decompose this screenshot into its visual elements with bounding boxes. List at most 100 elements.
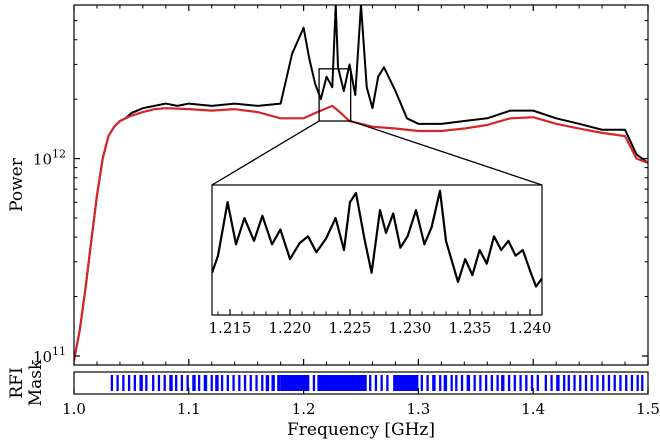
rfi-mask-bar <box>563 375 566 391</box>
rfi-mask-bar <box>249 375 252 391</box>
rfi-mask-bar <box>641 375 644 391</box>
rfi-mask-bar <box>513 375 516 391</box>
inset-frame <box>211 184 543 316</box>
x-axis-ticks: 1.0 1.1 1.2 1.3 1.4 1.5 <box>62 388 660 418</box>
x-tick-label: 1.4 <box>521 400 545 418</box>
series-line-red <box>74 104 648 361</box>
inset-x-tick-label: 1.240 <box>509 319 552 337</box>
x-tick-label: 1.0 <box>62 400 86 418</box>
rfi-mask-bar <box>630 375 634 391</box>
rfi-mask-bar <box>579 375 582 391</box>
rfi-mask-bar <box>312 375 316 391</box>
rfi-mask-bar <box>473 375 476 391</box>
rfi-mask-bar <box>426 375 429 391</box>
rfi-mask-bar <box>226 375 229 391</box>
rfi-mask-bar <box>220 375 224 391</box>
rfi-mask-bar <box>180 375 184 391</box>
rfi-mask-bar <box>380 375 383 391</box>
rfi-mask-frame <box>73 371 649 395</box>
rfi-mask-label-line1: RFI <box>7 367 27 398</box>
rfi-mask-bar <box>619 375 622 391</box>
rfi-mask-bar <box>277 375 281 391</box>
rfi-mask-bar <box>496 375 499 391</box>
rfi-mask-bar <box>530 375 534 391</box>
rfi-mask-bar <box>460 375 464 391</box>
inset-x-tick-label: 1.230 <box>389 319 432 337</box>
x-axis-label: Frequency [GHz] <box>287 420 435 440</box>
rfi-mask-bar <box>152 375 155 391</box>
rfi-mask-bar <box>280 375 310 391</box>
rfi-mask-bar <box>374 375 378 391</box>
rfi-mask-bar <box>169 375 173 391</box>
inset-series-layer <box>212 189 542 288</box>
x-tick-label: 1.1 <box>177 400 201 418</box>
rfi-mask-bar <box>133 375 136 391</box>
rfi-mask-bar <box>203 375 208 391</box>
rfi-mask-bar <box>175 375 178 391</box>
rfi-mask-bar <box>544 375 547 391</box>
rfi-mask-bar <box>386 375 389 391</box>
rfi-mask-bars <box>110 375 644 391</box>
main-plot-frame <box>73 4 649 366</box>
inset-background <box>212 185 542 315</box>
rfi-mask-panel: RFI Mask 1.0 1.1 1.2 1.3 1.4 1.5 Frequency [G… <box>7 359 660 440</box>
rfi-mask-bar <box>420 375 423 391</box>
main-series-layer <box>74 5 648 361</box>
rfi-mask-bar <box>602 375 605 391</box>
rfi-mask-bar <box>122 375 125 391</box>
rfi-mask-bar <box>192 375 196 391</box>
rfi-mask-bar <box>584 375 588 391</box>
y-tick-label: 1012 <box>33 148 66 169</box>
rfi-mask-bar <box>255 375 258 391</box>
rfi-mask-bar <box>613 375 616 391</box>
rfi-mask-bar <box>466 375 471 391</box>
rfi-mask-bar <box>625 375 628 391</box>
inset-x-tick-label: 1.220 <box>269 319 312 337</box>
zoom-box <box>318 68 352 122</box>
x-tick-label: 1.5 <box>636 400 660 418</box>
inset-series-line <box>212 189 542 288</box>
rfi-mask-bar <box>556 375 560 391</box>
zoom-indicator <box>211 68 543 186</box>
rfi-mask-bar <box>455 375 458 391</box>
inset-x-axis-ticks: 1.215 1.220 1.225 1.230 1.235 1.240 <box>209 309 552 337</box>
rfi-mask-bar <box>443 375 448 391</box>
rfi-mask-bar <box>243 375 247 391</box>
rfi-mask-bar <box>484 375 488 391</box>
rfi-mask-bar <box>197 375 201 391</box>
rfi-mask-bar <box>271 375 275 391</box>
main-plot: 1011 1012 Power <box>7 4 649 366</box>
x-tick-label: 1.3 <box>406 400 430 418</box>
rfi-mask-bar <box>265 375 270 391</box>
rfi-mask-bar <box>567 375 570 391</box>
rfi-mask-bar <box>127 375 131 391</box>
rfi-mask-bar <box>607 375 611 391</box>
zoom-connector-right <box>350 120 543 186</box>
inset-x-tick-label: 1.225 <box>329 319 372 337</box>
rfi-mask-bar <box>536 375 539 391</box>
rfi-mask-bar <box>519 375 522 391</box>
rfi-mask-bar <box>369 375 372 391</box>
rfi-mask-bar <box>432 375 436 391</box>
rfi-mask-bar <box>636 375 639 391</box>
rfi-mask-bar <box>116 375 119 391</box>
y-tick-label: 1011 <box>33 345 66 366</box>
x-tick-label: 1.2 <box>292 400 316 418</box>
rfi-mask-bar <box>590 375 593 391</box>
rfi-mask-bar <box>479 375 482 391</box>
zoom-connector-left <box>211 120 320 186</box>
rfi-mask-bar <box>232 375 235 391</box>
rfi-mask-bar <box>110 375 114 391</box>
rfi-mask-bar <box>210 375 213 391</box>
rfi-mask-bar <box>507 375 511 391</box>
rfi-mask-bar <box>393 375 419 391</box>
y-axis-label: Power <box>7 157 27 212</box>
rfi-mask-bar <box>317 375 367 391</box>
y-axis-ticks: 1011 1012 <box>33 4 649 366</box>
inset-x-tick-label: 1.235 <box>449 319 492 337</box>
rfi-mask-label-line2: Mask <box>26 359 46 406</box>
rfi-mask-bar <box>157 375 161 391</box>
inset-plot: 1.215 1.220 1.225 1.230 1.235 1.240 <box>209 184 552 337</box>
rfi-mask-bar <box>501 375 505 391</box>
